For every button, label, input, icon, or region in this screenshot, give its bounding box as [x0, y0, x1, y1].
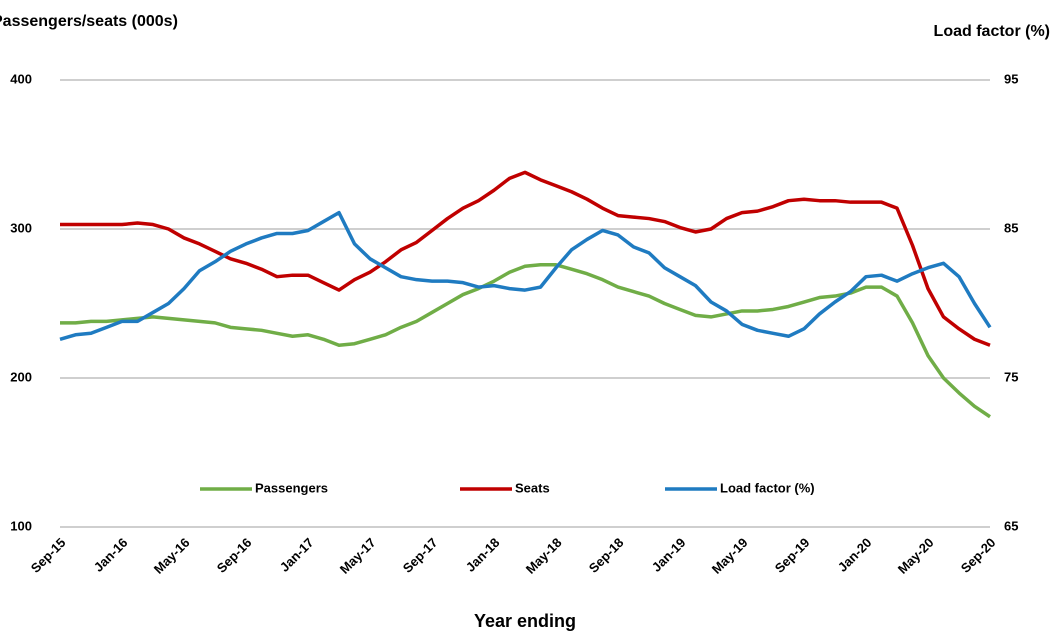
x-tick-label: May-17 [337, 535, 379, 577]
y2-tick-label: 85 [1004, 220, 1018, 235]
x-tick-label: Jan-16 [91, 535, 131, 575]
x-tick-label: May-20 [895, 535, 937, 577]
y-tick-label: 300 [10, 220, 32, 235]
y-tick-label: 100 [10, 518, 32, 533]
x-tick-label: Jan-18 [463, 535, 503, 575]
legend-label: Passengers [255, 480, 328, 495]
y2-tick-label: 95 [1004, 71, 1018, 86]
x-tick-label: Sep-19 [772, 535, 813, 576]
x-tick-label: Jan-19 [649, 535, 689, 575]
y2-tick-label: 75 [1004, 369, 1018, 384]
series-line [60, 263, 991, 419]
x-tick-label: Sep-20 [958, 535, 999, 576]
legend-label: Load factor (%) [720, 480, 815, 495]
y-axis-title: Passengers/seats (000s) [0, 13, 178, 30]
x-tick-label: May-19 [709, 535, 751, 577]
x-axis-title: Year ending [474, 611, 576, 631]
x-tick-label: Sep-17 [400, 535, 441, 576]
x-tick-label: May-18 [523, 535, 565, 577]
series-line [59, 210, 992, 341]
x-tick-label: Sep-18 [586, 535, 627, 576]
legend-label: Seats [515, 480, 550, 495]
y2-tick-label: 65 [1004, 518, 1018, 533]
x-tick-label: Jan-17 [277, 535, 317, 575]
x-tick-label: May-16 [151, 535, 193, 577]
y-tick-label: 400 [10, 71, 32, 86]
x-tick-label: Sep-15 [28, 535, 69, 576]
x-tick-label: Sep-16 [214, 535, 255, 576]
y2-axis-title: Load factor (%) [934, 23, 1050, 40]
x-tick-label: Jan-20 [835, 535, 875, 575]
y-tick-label: 200 [10, 369, 32, 384]
series-line [60, 170, 991, 347]
